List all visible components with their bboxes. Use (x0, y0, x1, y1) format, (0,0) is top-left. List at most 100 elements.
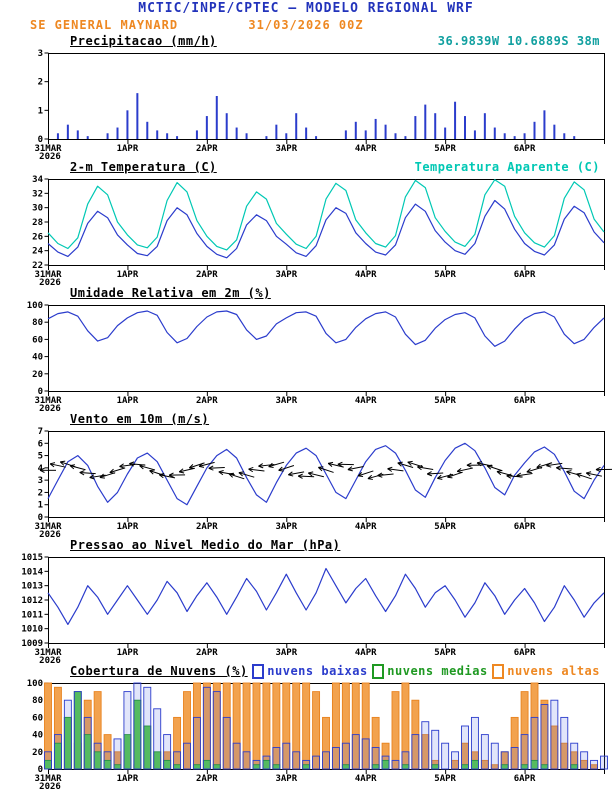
svg-text:80: 80 (32, 696, 43, 706)
svg-text:6APR: 6APR (514, 648, 536, 658)
svg-text:1APR: 1APR (117, 270, 139, 280)
svg-text:5APR: 5APR (434, 648, 456, 658)
svg-text:1011: 1011 (21, 610, 43, 620)
svg-text:32: 32 (32, 189, 43, 199)
header-subrow: SE GENERAL MAYNARD 31/03/2026 00Z (0, 17, 612, 33)
svg-text:6APR: 6APR (514, 522, 536, 532)
svg-text:2APR: 2APR (196, 396, 218, 406)
svg-text:20: 20 (32, 748, 43, 758)
svg-text:3APR: 3APR (275, 270, 297, 280)
svg-text:20: 20 (32, 370, 43, 380)
svg-text:5APR: 5APR (434, 270, 456, 280)
legend-nuvens-baixas: nuvens baixas (252, 663, 367, 679)
pressao-title-row: Pressao ao Nivel Medio do Mar (hPa) (0, 537, 612, 553)
vento-title: Vento em 10m (m/s) (70, 411, 209, 427)
panel-pressao: Pressao ao Nivel Medio do Mar (hPa) 1009… (0, 537, 612, 663)
svg-text:100: 100 (27, 679, 43, 689)
page-title: MCTIC/INPE/CPTEC — MODELO REGIONAL WRF (0, 0, 612, 17)
svg-text:4APR: 4APR (355, 144, 377, 154)
svg-text:1APR: 1APR (117, 648, 139, 658)
svg-text:4APR: 4APR (355, 648, 377, 658)
legend-medias-label: nuvens medias (387, 663, 487, 679)
svg-text:34: 34 (32, 175, 43, 185)
umid-title-row: Umidade Relativa em 2m (%) (0, 285, 612, 301)
svg-text:1014: 1014 (21, 567, 43, 577)
svg-text:6APR: 6APR (514, 396, 536, 406)
svg-text:3APR: 3APR (275, 522, 297, 532)
svg-text:5: 5 (38, 452, 43, 462)
svg-text:100: 100 (27, 301, 43, 311)
svg-text:2APR: 2APR (196, 144, 218, 154)
panel-precipitacao: Precipitacao (mm/h) 36.9839W 10.6889S 38… (0, 33, 612, 159)
svg-text:2APR: 2APR (196, 774, 218, 784)
legend-nuvens-medias: nuvens medias (372, 663, 487, 679)
svg-text:6APR: 6APR (514, 270, 536, 280)
svg-text:2026: 2026 (39, 278, 61, 285)
svg-text:1010: 1010 (21, 625, 43, 635)
svg-text:2: 2 (38, 78, 43, 88)
svg-text:1APR: 1APR (117, 774, 139, 784)
svg-text:40: 40 (32, 353, 43, 363)
svg-text:3APR: 3APR (275, 774, 297, 784)
blue-square-icon (252, 664, 264, 679)
svg-text:5APR: 5APR (434, 522, 456, 532)
precip-title-row: Precipitacao (mm/h) 36.9839W 10.6889S 38… (0, 33, 612, 49)
vento-title-row: Vento em 10m (m/s) (0, 411, 612, 427)
svg-text:5APR: 5APR (434, 396, 456, 406)
svg-text:5APR: 5APR (434, 774, 456, 784)
legend-altas-label: nuvens altas (507, 663, 600, 679)
svg-text:2APR: 2APR (196, 648, 218, 658)
svg-text:1APR: 1APR (117, 396, 139, 406)
svg-text:7: 7 (38, 427, 43, 437)
svg-text:2026: 2026 (39, 656, 61, 663)
svg-text:1: 1 (38, 106, 43, 116)
svg-text:1APR: 1APR (117, 144, 139, 154)
svg-text:40: 40 (32, 731, 43, 741)
svg-text:3APR: 3APR (275, 396, 297, 406)
run-datetime: 31/03/2026 00Z (0, 17, 612, 33)
svg-text:24: 24 (32, 247, 43, 257)
svg-text:3APR: 3APR (275, 648, 297, 658)
green-square-icon (372, 664, 384, 679)
svg-text:60: 60 (32, 713, 43, 723)
panel-temperatura: 2-m Temperatura (C) Temperatura Aparente… (0, 159, 612, 285)
svg-text:1APR: 1APR (117, 522, 139, 532)
nuvens-title-row: Cobertura de Nuvens (%) nuvens baixas nu… (0, 663, 612, 679)
svg-text:4APR: 4APR (355, 522, 377, 532)
svg-text:26: 26 (32, 232, 43, 242)
svg-text:30: 30 (32, 204, 43, 214)
svg-text:6APR: 6APR (514, 144, 536, 154)
legend-baixas-label: nuvens baixas (267, 663, 367, 679)
svg-text:5APR: 5APR (434, 144, 456, 154)
svg-text:3: 3 (38, 476, 43, 486)
svg-text:60: 60 (32, 335, 43, 345)
svg-text:1: 1 (38, 501, 43, 511)
pressao-title: Pressao ao Nivel Medio do Mar (hPa) (70, 537, 340, 553)
legend-nuvens-altas: nuvens altas (492, 663, 600, 679)
nuvens-title: Cobertura de Nuvens (%) (70, 663, 248, 679)
svg-text:1012: 1012 (21, 596, 43, 606)
svg-text:2APR: 2APR (196, 270, 218, 280)
svg-text:4APR: 4APR (355, 270, 377, 280)
orange-square-icon (492, 664, 504, 679)
svg-text:2: 2 (38, 488, 43, 498)
temp-title: 2-m Temperatura (C) (70, 159, 217, 175)
svg-text:2026: 2026 (39, 782, 61, 789)
svg-text:2026: 2026 (39, 404, 61, 411)
temp-aparente-label: Temperatura Aparente (C) (415, 159, 600, 175)
temp-title-row: 2-m Temperatura (C) Temperatura Aparente… (0, 159, 612, 175)
svg-text:6APR: 6APR (514, 774, 536, 784)
svg-text:1013: 1013 (21, 582, 43, 592)
svg-text:4APR: 4APR (355, 396, 377, 406)
svg-text:6: 6 (38, 439, 43, 449)
svg-text:28: 28 (32, 218, 43, 228)
